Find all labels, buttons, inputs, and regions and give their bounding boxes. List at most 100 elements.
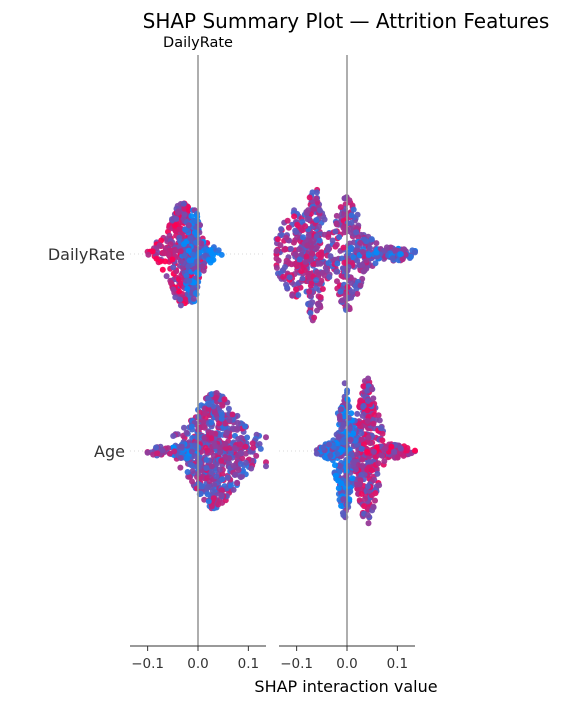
shap-point (337, 204, 344, 211)
shap-point (190, 217, 197, 224)
shap-point (249, 440, 256, 447)
shap-point (338, 406, 344, 413)
shap-point (334, 451, 341, 458)
feature-label-age: Age (94, 442, 125, 461)
shap-point (314, 307, 320, 314)
shap-point (340, 421, 347, 428)
shap-point (238, 450, 245, 456)
shap-point (349, 475, 356, 482)
shap-point (309, 189, 316, 196)
shap-point (358, 430, 365, 437)
shap-point (172, 227, 179, 234)
shap-point (356, 481, 363, 488)
x-tick-label: −0.1 (131, 656, 164, 672)
shap-point (201, 423, 208, 430)
shap-point (235, 436, 242, 442)
shap-point (183, 455, 190, 462)
shap-point (222, 420, 229, 427)
shap-point (362, 495, 368, 502)
shap-point (338, 502, 345, 509)
shap-point (230, 462, 237, 469)
shap-point (248, 465, 255, 472)
shap-point (372, 497, 378, 504)
shap-point (176, 288, 182, 295)
shap-point (230, 486, 237, 493)
shap-point (368, 467, 375, 474)
shap-point (158, 237, 165, 244)
shap-point (180, 200, 187, 207)
shap-point (257, 445, 264, 452)
shap-point (273, 264, 280, 271)
shap-point (350, 206, 357, 213)
shap-point (397, 251, 404, 258)
shap-point (349, 260, 356, 266)
shap-point (280, 273, 287, 280)
shap-point (364, 418, 371, 424)
shap-point (232, 471, 239, 478)
shap-point (313, 233, 320, 240)
shap-point (237, 474, 244, 481)
shap-point (375, 412, 382, 419)
shap-point (353, 247, 360, 254)
shap-point (334, 278, 340, 285)
shap-point (294, 221, 301, 228)
shap-point (354, 290, 361, 297)
shap-point (206, 401, 213, 408)
shap-point (365, 252, 372, 258)
shap-point (373, 444, 380, 451)
shap-point (210, 252, 216, 259)
shap-point (235, 467, 242, 473)
shap-point (217, 492, 224, 499)
shap-point (205, 498, 212, 505)
shap-point (355, 234, 362, 241)
shap-point (340, 244, 347, 251)
shap-point (325, 247, 332, 253)
shap-point (364, 387, 371, 394)
shap-point (326, 441, 332, 448)
shap-point (263, 463, 269, 470)
shap-point (289, 292, 296, 299)
shap-point (283, 234, 290, 241)
shap-point (203, 456, 210, 463)
shap-point (370, 504, 377, 511)
shap-point (299, 275, 306, 282)
shap-point (315, 251, 322, 258)
shap-point (202, 444, 209, 451)
shap-point (197, 483, 204, 490)
shap-point (178, 280, 184, 287)
shap-point (376, 417, 383, 424)
shap-point (360, 403, 367, 410)
shap-point (215, 247, 222, 254)
shap-point (332, 472, 339, 479)
shap-point (274, 236, 281, 243)
shap-point (378, 425, 384, 432)
x-tick-label: 0.1 (387, 656, 408, 672)
shap-point (319, 286, 326, 292)
shap-point (189, 478, 195, 485)
shap-point (201, 496, 208, 503)
shap-point (330, 443, 337, 450)
shap-point (365, 398, 371, 404)
shap-point (170, 433, 177, 439)
shap-point (359, 275, 366, 282)
shap-point (335, 477, 341, 484)
shap-point (284, 284, 291, 291)
panels: DailyRate Age DailyRate −0.1 0.0 0.1 −0.1 0.0 0.… (48, 35, 418, 672)
shap-point (167, 241, 174, 248)
shap-point (203, 465, 210, 471)
shap-point (199, 263, 206, 270)
shap-point (263, 434, 269, 441)
shap-point (184, 469, 191, 475)
shap-point (213, 461, 220, 468)
shap-point (308, 256, 314, 263)
shap-point (313, 277, 320, 284)
shap-point (168, 280, 175, 287)
shap-point (305, 207, 312, 214)
shap-point (207, 247, 214, 254)
shap-point (374, 470, 381, 477)
shap-point (186, 473, 193, 480)
shap-point (190, 295, 197, 302)
shap-point (358, 472, 365, 478)
shap-point (309, 250, 316, 257)
shap-point (313, 245, 320, 252)
